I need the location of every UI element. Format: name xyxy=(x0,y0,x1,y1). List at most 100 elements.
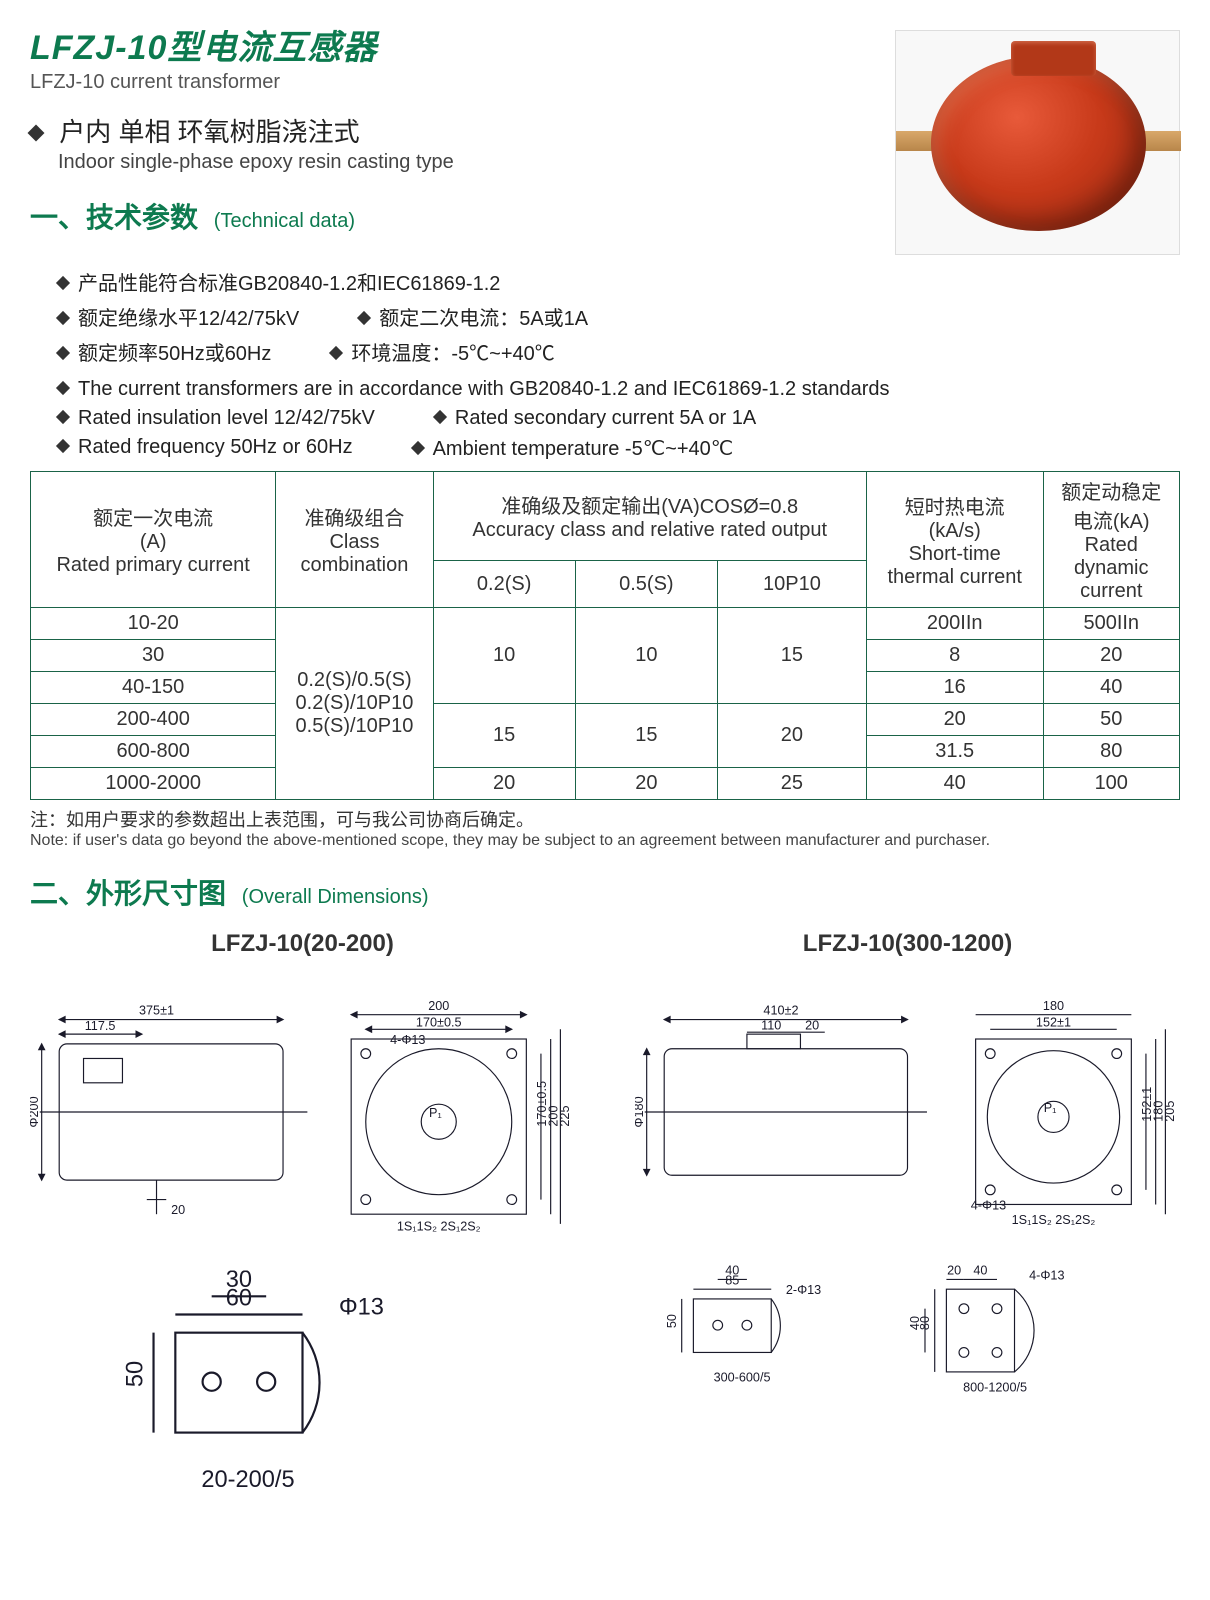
section1-head: 一、技术参数 (Technical data) xyxy=(30,196,895,236)
svg-text:410±2: 410±2 xyxy=(763,1004,798,1018)
detail-right: 85 40 50 2-Φ13 300-600/5 20 40 80 40 xyxy=(635,1260,1180,1410)
cell: 20 xyxy=(717,704,866,768)
bullet-item: 额定频率50Hz或60Hz xyxy=(58,337,271,366)
th-text: Class xyxy=(329,531,379,553)
cell: 10 xyxy=(575,608,717,704)
th-class: 准确级组合 Class combination xyxy=(276,472,433,608)
cell-text: 0.2(S)/10P10 xyxy=(296,692,414,714)
svg-text:50: 50 xyxy=(665,1314,679,1328)
svg-text:40: 40 xyxy=(725,1264,739,1278)
cell: 20 xyxy=(575,768,717,800)
cell-text: 0.5(S)/10P10 xyxy=(296,715,414,737)
th-short: 短时热电流 (kA/s) Short-time thermal current xyxy=(866,472,1043,608)
cell: 80 xyxy=(1043,736,1179,768)
th-02s: 0.2(S) xyxy=(433,561,575,608)
table-row: 10-20 0.2(S)/0.5(S) 0.2(S)/10P10 0.5(S)/… xyxy=(31,608,1180,640)
diamond-icon xyxy=(28,125,45,142)
svg-text:4-Φ13: 4-Φ13 xyxy=(1029,1268,1064,1282)
svg-text:50: 50 xyxy=(123,1361,149,1387)
svg-text:170±0.5: 170±0.5 xyxy=(416,1015,462,1029)
drawing-left: 375±1 117.5 Φ200 20 200 170±0.5 4-Φ1 xyxy=(30,972,575,1252)
cell: 30 xyxy=(31,640,276,672)
type-en: Indoor single-phase epoxy resin casting … xyxy=(58,151,895,174)
cell: 50 xyxy=(1043,704,1179,736)
drawing-right: 410±2 110 20 Φ180 180 152±1 4-Φ13 P₁ 152 xyxy=(635,972,1180,1252)
th-text: dynamic xyxy=(1074,557,1148,579)
detail-left: 60 30 50 Φ13 20-200/5 xyxy=(30,1260,575,1410)
dim-right-title: LFZJ-10(300-1200) xyxy=(635,930,1180,958)
svg-text:30: 30 xyxy=(226,1267,252,1293)
th-text: Short-time xyxy=(909,543,1001,565)
svg-text:20: 20 xyxy=(171,1203,185,1217)
svg-text:1S₁1S₂ 2S₁2S₂: 1S₁1S₂ 2S₁2S₂ xyxy=(1012,1213,1096,1227)
svg-text:152±1: 152±1 xyxy=(1036,1015,1071,1029)
svg-text:110: 110 xyxy=(761,1018,781,1032)
th-text: 短时热电流 xyxy=(905,497,1005,519)
svg-text:1S₁1S₂ 2S₁2S₂: 1S₁1S₂ 2S₁2S₂ xyxy=(397,1220,481,1234)
th-text: Rated primary current xyxy=(56,554,249,576)
svg-text:Φ200: Φ200 xyxy=(30,1096,41,1127)
svg-text:Φ180: Φ180 xyxy=(635,1096,646,1127)
th-accuracy: 准确级及额定输出(VA)COSØ=0.8 Accuracy class and … xyxy=(433,472,866,561)
th-text: 电流(kA) xyxy=(1073,511,1150,533)
svg-text:2-Φ13: 2-Φ13 xyxy=(786,1283,821,1297)
table-row: 1000-2000 20 20 25 40 100 xyxy=(31,768,1180,800)
th-text: current xyxy=(1080,580,1142,602)
dim-left-title: LFZJ-10(20-200) xyxy=(30,930,575,958)
cell: 15 xyxy=(717,608,866,704)
svg-text:200: 200 xyxy=(428,999,449,1013)
th-text: 额定一次电流 xyxy=(93,508,213,530)
cell: 15 xyxy=(433,704,575,768)
cell: 25 xyxy=(717,768,866,800)
spec-table: 额定一次电流 (A) Rated primary current 准确级组合 C… xyxy=(30,471,1180,800)
cell: 20 xyxy=(866,704,1043,736)
cell: 600-800 xyxy=(31,736,276,768)
cell: 8 xyxy=(866,640,1043,672)
svg-text:P₁: P₁ xyxy=(1044,1101,1057,1115)
svg-text:20: 20 xyxy=(805,1018,819,1032)
cell: 100 xyxy=(1043,768,1179,800)
cell: 200-400 xyxy=(31,704,276,736)
bullet-item: 额定绝缘水平12/42/75kV xyxy=(58,302,299,331)
cell: 40 xyxy=(1043,672,1179,704)
th-text: 准确级组合 xyxy=(304,508,404,530)
bullet-item: The current transformers are in accordan… xyxy=(58,378,890,401)
svg-text:375±1: 375±1 xyxy=(139,1004,174,1018)
bullet-item: 额定二次电流：5A或1A xyxy=(359,302,588,331)
svg-text:Φ13: Φ13 xyxy=(339,1295,384,1321)
svg-text:4-Φ13: 4-Φ13 xyxy=(390,1033,425,1047)
header-left: LFZJ-10型电流互感器 LFZJ-10 current transforme… xyxy=(30,20,895,236)
bullet-item: Ambient temperature -5℃~+40℃ xyxy=(413,436,734,461)
cell: 20 xyxy=(433,768,575,800)
section1-cn: 一、技术参数 xyxy=(30,202,198,233)
cell: 10 xyxy=(433,608,575,704)
table-row: 200-400 15 15 20 20 50 xyxy=(31,704,1180,736)
dim-right: LFZJ-10(300-1200) 410±2 110 20 Φ180 xyxy=(635,930,1180,1410)
note-en: Note: if user's data go beyond the above… xyxy=(30,832,1180,850)
type-cn: 户内 单相 环氧树脂浇注式 xyxy=(59,117,359,147)
cell: 16 xyxy=(866,672,1043,704)
th-text: Accuracy class and relative rated output xyxy=(472,519,827,541)
bullet-item: 环境温度：-5℃~+40℃ xyxy=(331,337,554,366)
bullet-item: Rated insulation level 12/42/75kV xyxy=(58,407,375,430)
cell: 15 xyxy=(575,704,717,768)
svg-text:180: 180 xyxy=(1043,999,1064,1013)
svg-text:4-Φ13: 4-Φ13 xyxy=(971,1198,1006,1212)
svg-text:225: 225 xyxy=(558,1106,572,1127)
svg-text:20: 20 xyxy=(947,1264,961,1278)
header-row: LFZJ-10型电流互感器 LFZJ-10 current transforme… xyxy=(30,20,1180,255)
section2-head: 二、外形尺寸图 (Overall Dimensions) xyxy=(30,872,1180,912)
th-text: 额定动稳定 xyxy=(1061,482,1161,504)
bullets-en: The current transformers are in accordan… xyxy=(58,378,1180,461)
svg-text:117.5: 117.5 xyxy=(85,1019,116,1033)
section2-cn: 二、外形尺寸图 xyxy=(30,878,226,909)
section2-en: (Overall Dimensions) xyxy=(242,886,429,908)
th-text: 准确级及额定输出(VA)COSØ=0.8 xyxy=(501,496,798,518)
th-text: (kA/s) xyxy=(929,520,981,542)
th-primary: 额定一次电流 (A) Rated primary current xyxy=(31,472,276,608)
table-header-row: 额定一次电流 (A) Rated primary current 准确级组合 C… xyxy=(31,472,1180,561)
svg-text:800-1200/5: 800-1200/5 xyxy=(963,1380,1027,1394)
dimensions-row: LFZJ-10(20-200) 375±1 117.5 Φ200 xyxy=(30,930,1180,1410)
svg-text:20-200/5: 20-200/5 xyxy=(201,1467,294,1493)
cell: 200IIn xyxy=(866,608,1043,640)
